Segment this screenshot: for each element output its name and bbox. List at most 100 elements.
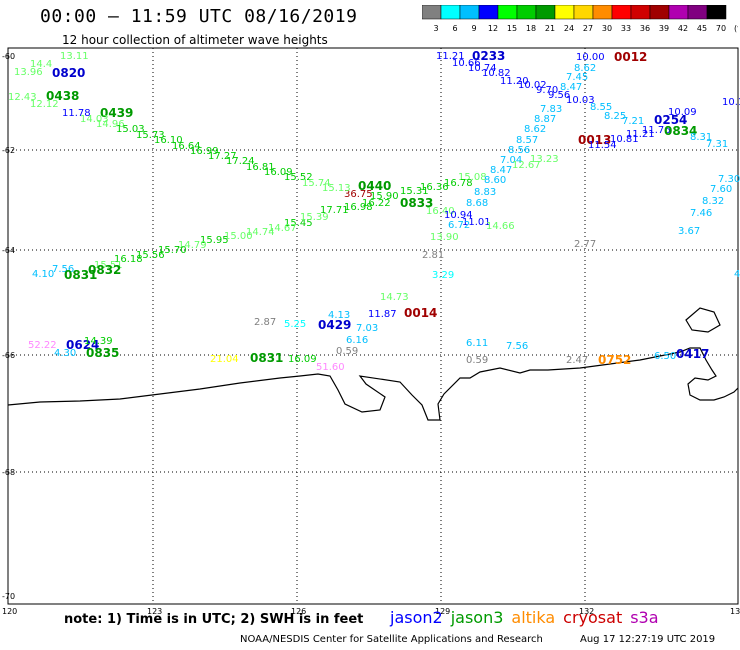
scale-tick-label: 27 (583, 24, 593, 33)
wave-height-value: 8.83 (474, 187, 496, 198)
scale-tick-label: 39 (659, 24, 669, 33)
wave-height-value: 16.78 (444, 178, 473, 189)
scale-tick-label: 12 (488, 24, 498, 33)
scale-swatch (592, 5, 613, 20)
scale-swatch (497, 5, 518, 20)
lat-tick-label: -66 (2, 351, 15, 360)
wave-height-value: 36.75 (344, 189, 373, 200)
wave-height-value: 16.09 (264, 167, 293, 178)
wave-height-value: 10.66 (452, 58, 481, 69)
wave-height-value: 7.30 (718, 174, 740, 185)
wave-height-value: 13.11 (60, 51, 89, 62)
scale-swatch (478, 5, 499, 20)
scale-tick-label: 30 (602, 24, 612, 33)
lon-tick-label: 135 (730, 607, 740, 616)
wave-height-value: 17.27 (208, 151, 237, 162)
scale-swatch (554, 5, 575, 20)
wave-height-value: 7.04 (500, 155, 522, 166)
pass-time-label: 0752 (598, 353, 631, 367)
satellite-legend-cryosat: cryosat (563, 608, 623, 627)
wave-height-value: 4.10 (32, 269, 54, 280)
wave-height-value: 7.45 (566, 72, 588, 83)
scale-tick-label: 9 (471, 24, 476, 33)
pass-time-label: 0820 (52, 66, 85, 80)
scale-swatch (687, 5, 708, 20)
wave-height-value: 10.82 (482, 68, 511, 79)
wave-height-value: 8.47 (490, 165, 512, 176)
wave-height-value: 11.87 (368, 309, 397, 320)
wave-height-value: 16.22 (362, 198, 391, 209)
pass-time-label: 0438 (46, 89, 79, 103)
wave-height-value: 16.18 (114, 254, 143, 265)
wave-height-value: 7.46 (690, 208, 712, 219)
wave-height-value: 5.25 (284, 319, 306, 330)
wave-height-value: 4 (734, 269, 740, 280)
satellite-legend-jason2: jason2 (390, 608, 443, 627)
wave-height-value: 7.60 (710, 184, 732, 195)
wave-height-value: 12.43 (8, 92, 37, 103)
wave-height-value: 6.11 (466, 338, 488, 349)
pass-time-label: 0835 (86, 346, 119, 360)
pass-time-label: 0439 (100, 106, 133, 120)
wave-height-value: 10.00 (576, 52, 605, 63)
wave-height-value: 52.22 (28, 340, 57, 351)
wave-height-value: 16.64 (172, 141, 201, 152)
wave-height-value: 13.23 (530, 154, 559, 165)
wave-height-value: 15.08 (458, 172, 487, 183)
wave-height-value: 16.40 (426, 206, 455, 217)
wave-height-value: 10.09 (668, 107, 697, 118)
wave-height-value: 8.62 (574, 63, 596, 74)
pass-time-label: 0832 (88, 263, 121, 277)
wave-height-value: 16.36 (420, 182, 449, 193)
wave-height-value: 13.96 (14, 67, 43, 78)
units-note: note: 1) Time is in UTC; 2) SWH is in fe… (64, 612, 364, 627)
wave-height-value: 8.31 (690, 132, 712, 143)
wave-height-value: 8.57 (516, 135, 538, 146)
coastline-island (685, 307, 721, 333)
scale-tick-label: 70 (716, 24, 726, 33)
scale-swatch (459, 5, 480, 20)
wave-height-value: 2.87 (254, 317, 276, 328)
wave-height-value: 8.62 (524, 124, 546, 135)
pass-time-label: 0012 (614, 50, 647, 64)
graticule (8, 48, 738, 604)
wave-height-value: 15.90 (370, 191, 399, 202)
scale-swatch (630, 5, 651, 20)
page-subtitle: 12 hour collection of altimeter wave hei… (62, 33, 328, 47)
scale-swatch (611, 5, 632, 20)
wave-height-value: 14.73 (380, 292, 409, 303)
scale-swatch (516, 5, 537, 20)
wave-height-value: 14.74 (246, 227, 275, 238)
credit-footer: NOAA/NESDIS Center for Satellite Applica… (240, 634, 543, 645)
wave-height-value: 14.79 (178, 240, 207, 251)
satellite-legend: jason2 jason3 altika cryosat s3a (390, 608, 667, 627)
scale-swatch (668, 5, 689, 20)
wave-height-value: 8.68 (466, 198, 488, 209)
wave-height-value: 11.21 (626, 129, 655, 140)
wave-height-value: 16.98 (344, 202, 373, 213)
wave-height-value: 7.56 (52, 264, 74, 275)
wave-height-value: 2.81 (422, 250, 444, 261)
lat-tick-label: -70 (2, 592, 15, 601)
wave-height-value: 16.81 (246, 162, 275, 173)
wave-height-value: 11.01 (462, 217, 491, 228)
scale-tick-label: 18 (526, 24, 536, 33)
pass-time-label: 0233 (472, 49, 505, 63)
wave-height-value: 7.21 (622, 116, 644, 127)
wave-height-value: 13.90 (430, 232, 459, 243)
scale-tick-label: 45 (697, 24, 707, 33)
wave-height-value: 15.95 (200, 235, 229, 246)
wave-height-value: 15.56 (136, 250, 165, 261)
scale-tick-label: 36 (640, 24, 650, 33)
wave-height-value: 10.02 (518, 80, 547, 91)
scale-tick-label: 15 (507, 24, 517, 33)
map-frame (7, 47, 739, 605)
wave-height-value: 15.31 (400, 186, 429, 197)
wave-height-value: 15.74 (302, 178, 331, 189)
wave-height-value: 7.03 (356, 323, 378, 334)
wave-height-value: 10.1 (722, 97, 740, 108)
scale-swatch (422, 5, 442, 20)
wave-height-labels: 11.21 023310.6610.7410.8211.2010.029.709.… (8, 49, 740, 373)
lat-tick-label: -60 (2, 52, 15, 61)
